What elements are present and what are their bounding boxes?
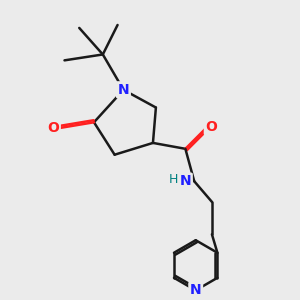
Text: N: N [118, 83, 129, 97]
Text: O: O [206, 120, 217, 134]
Text: N: N [180, 174, 191, 188]
Text: N: N [190, 283, 202, 297]
Text: O: O [47, 121, 59, 135]
Text: H: H [168, 173, 178, 186]
